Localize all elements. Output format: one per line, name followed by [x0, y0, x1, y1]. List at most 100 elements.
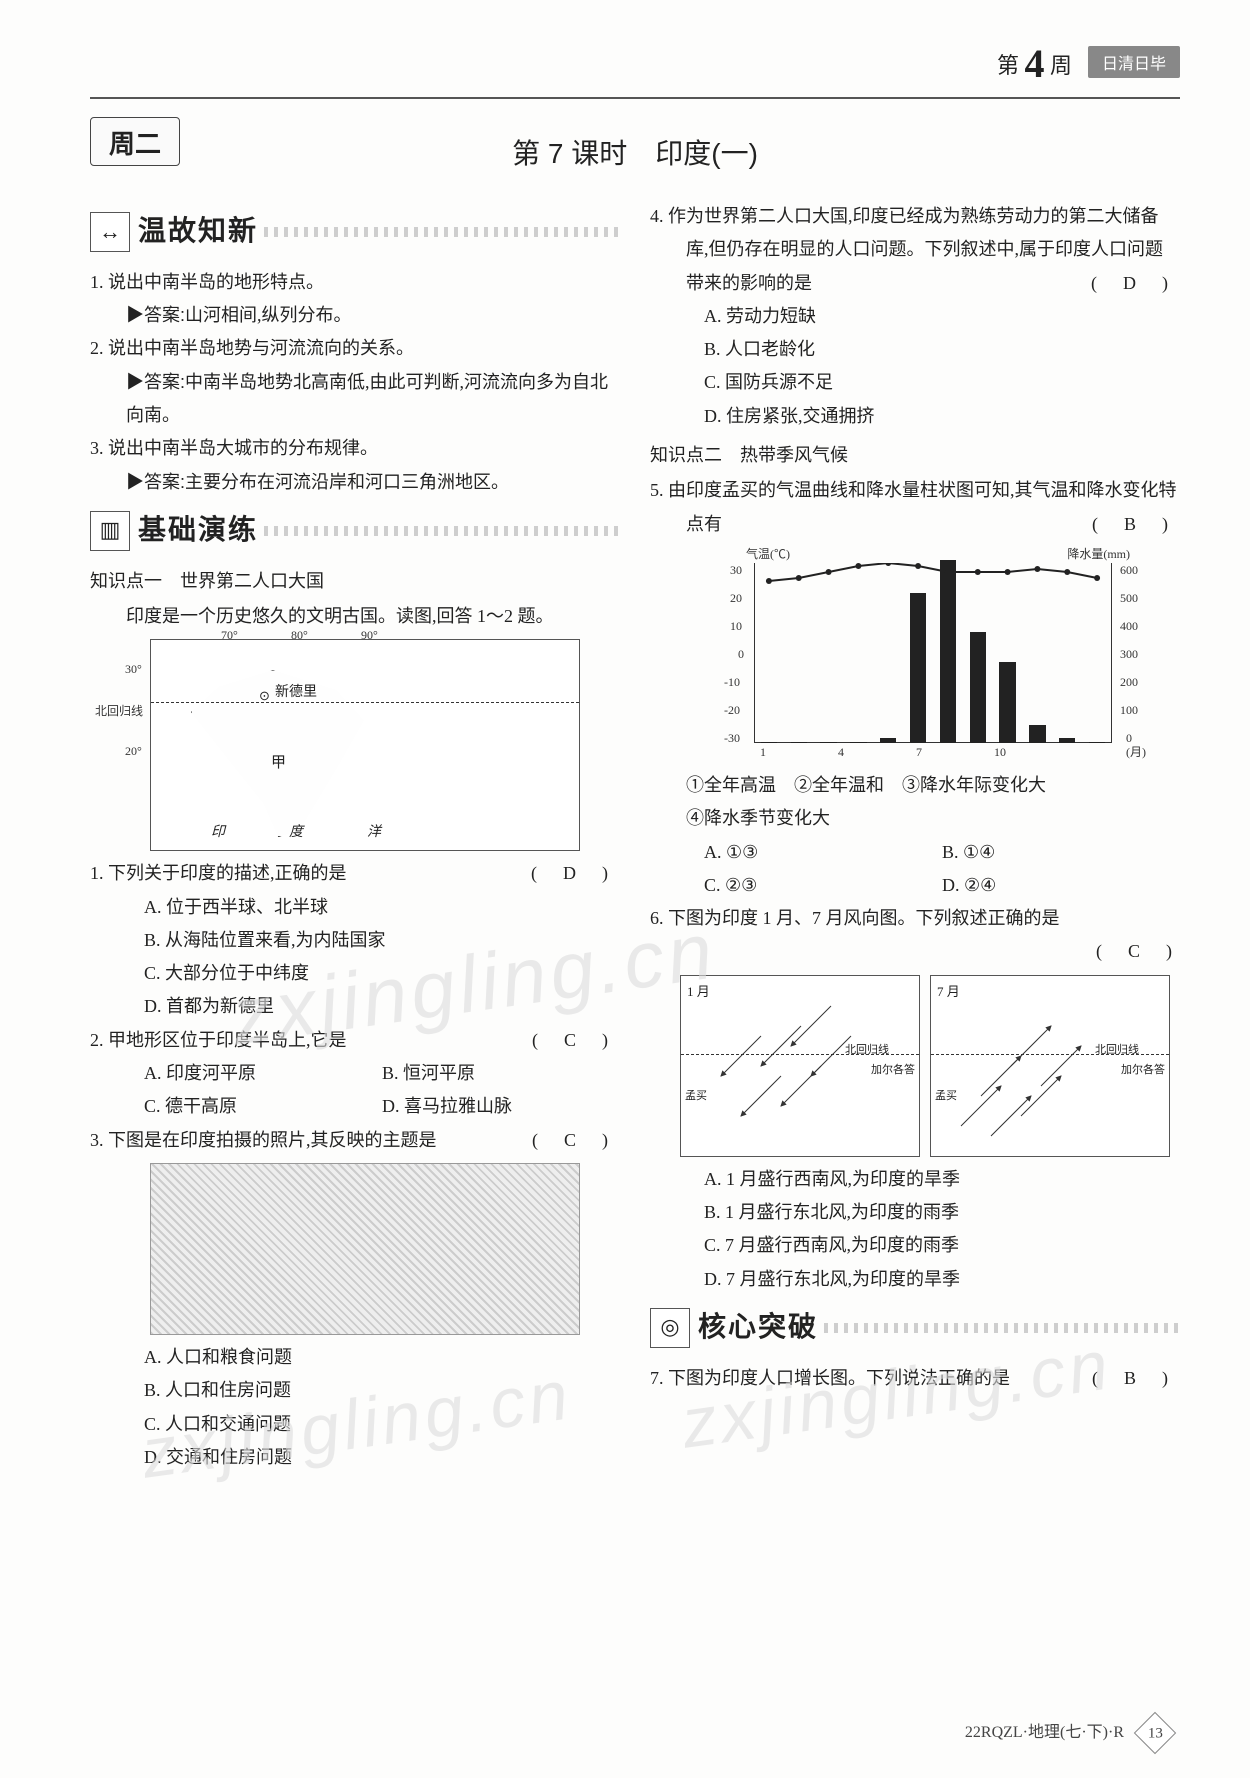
- option-c: C. 大部分位于中纬度: [144, 957, 620, 990]
- q5-stem: 5. 由印度孟买的气温曲线和降水量柱状图可知,其气温和降水变化特点有( B ): [686, 474, 1180, 541]
- answer-paren: ( D ): [1127, 267, 1176, 300]
- p600: 600: [1120, 559, 1138, 581]
- right-column: 4. 作为世界第二人口大国,印度已经成为熟练劳动力的第二大储备库,但仍存在明显的…: [650, 200, 1180, 1474]
- arrows-icon: ↔: [90, 212, 130, 252]
- stem-text: 1. 下列关于印度的描述,正确的是: [90, 863, 347, 883]
- review-a3: ▶答案:主要分布在河流沿岸和河口三角洲地区。: [126, 466, 620, 499]
- left-column: ↔ 温故知新 1. 说出中南半岛的地形特点。 ▶答案:山河相间,纵列分布。 2.…: [90, 200, 620, 1474]
- stem-text: 6. 下图为印度 1 月、7 月风向图。下列叙述正确的是: [650, 908, 1060, 928]
- lon-80: 80°: [291, 624, 308, 646]
- lesson-title: 第 7 课时 印度(一): [90, 132, 1180, 172]
- option-b: B. ①④: [942, 836, 1180, 869]
- stem-text: 4. 作为世界第二人口大国,印度已经成为熟练劳动力的第二大储备库,但仍存在明显的…: [650, 206, 1163, 293]
- x1: 1: [760, 741, 766, 763]
- t-20: -20: [724, 699, 740, 721]
- option-d: D. 喜马拉雅山脉: [382, 1090, 620, 1123]
- q1-stem: 1. 下列关于印度的描述,正确的是( D ): [126, 857, 620, 890]
- q6-ans: ( C ): [650, 935, 1180, 968]
- section-practice: ▥ 基础演练: [90, 505, 620, 557]
- ne-wind-arrows: [681, 976, 919, 1156]
- option-d: D. 住房紧张,交通拥挤: [704, 400, 1180, 433]
- target-icon: ◎: [650, 1308, 690, 1348]
- header-divider: [90, 97, 1180, 99]
- option-a: A. 印度河平原: [144, 1057, 382, 1090]
- section-core: ◎ 核心突破: [650, 1302, 1180, 1354]
- option-d: D. 首都为新德里: [144, 990, 620, 1023]
- option-c: C. 人口和交通问题: [144, 1408, 620, 1441]
- x-unit: (月): [1126, 741, 1146, 763]
- section-review-title: 温故知新: [138, 206, 258, 258]
- answer-text: 山河相间,纵列分布。: [185, 305, 352, 325]
- review-q1: 1. 说出中南半岛的地形特点。: [126, 266, 620, 299]
- option-d: D. 7 月盛行东北风,为印度的旱季: [704, 1263, 1180, 1296]
- crowded-train-photo: [150, 1163, 580, 1335]
- t-30: -30: [724, 727, 740, 749]
- section-core-title: 核心突破: [698, 1302, 818, 1354]
- answer-label: ▶答案:: [126, 372, 185, 392]
- answer-text: 主要分布在河流沿岸和河口三角洲地区。: [185, 472, 509, 492]
- answer-paren: ( D ): [567, 857, 616, 890]
- option-b: B. 1 月盛行东北风,为印度的雨季: [704, 1196, 1180, 1229]
- x10: 10: [994, 741, 1006, 763]
- q2-options: A. 印度河平原 C. 德干高原 B. 恒河平原 D. 喜马拉雅山脉: [144, 1057, 620, 1124]
- footer-code: 22RQZL·地理(七·下)·R: [965, 1724, 1124, 1741]
- q7-stem: 7. 下图为印度人口增长图。下列说法正确的是( B ): [686, 1362, 1180, 1395]
- region-jia-label: 甲: [271, 750, 286, 778]
- option-a: A. ①③: [704, 836, 942, 869]
- stem-text: 7. 下图为印度人口增长图。下列说法正确的是: [650, 1368, 1010, 1388]
- review-q2: 2. 说出中南半岛地势与河流流向的关系。: [126, 332, 620, 365]
- option-a: A. 位于西半球、北半球: [144, 891, 620, 924]
- x7: 7: [916, 741, 922, 763]
- q1-options: A. 位于西半球、北半球 B. 从海陆位置来看,为内陆国家 C. 大部分位于中纬…: [144, 891, 620, 1024]
- option-d: D. ②④: [942, 869, 1180, 902]
- t10: 10: [730, 615, 742, 637]
- wind-maps: 1 月 北回归线 加尔各答 孟买: [680, 975, 1170, 1157]
- lon-70: 70°: [221, 624, 238, 646]
- kp2-title: 知识点二 热带季风气候: [650, 439, 1180, 472]
- t20: 20: [730, 587, 742, 609]
- ocean-label: 印 度 洋: [211, 820, 393, 846]
- answer-paren: ( C ): [568, 1024, 616, 1057]
- day-tab: 周二: [90, 117, 180, 166]
- temp-line-svg: [754, 563, 1112, 743]
- stem-text: 2. 甲地形区位于印度半岛上,它是: [90, 1030, 347, 1050]
- q5-options: A. ①③ C. ②③ B. ①④ D. ②④: [704, 836, 1180, 903]
- bars-icon: ▥: [90, 511, 130, 551]
- answer-paren: ( C ): [568, 1124, 616, 1157]
- answer-text: 中南半岛地势北高南低,由此可判断,河流流向多为自北向南。: [126, 372, 608, 425]
- lon-90: 90°: [361, 624, 378, 646]
- q6-stem: 6. 下图为印度 1 月、7 月风向图。下列叙述正确的是: [686, 902, 1180, 935]
- p300: 300: [1120, 643, 1138, 665]
- q4-options: A. 劳动力短缺 B. 人口老龄化 C. 国防兵源不足 D. 住房紧张,交通拥挤: [704, 300, 1180, 433]
- choices-line1: ①全年高温 ②全年温和 ③降水年际变化大: [686, 769, 1180, 802]
- review-q3: 3. 说出中南半岛大城市的分布规律。: [126, 432, 620, 465]
- q2-stem: 2. 甲地形区位于印度半岛上,它是( C ): [126, 1024, 620, 1057]
- t30: 30: [730, 559, 742, 581]
- stem-text: 3. 下图是在印度拍摄的照片,其反映的主题是: [90, 1130, 437, 1150]
- kp1-intro: 印度是一个历史悠久的文明古国。读图,回答 1～2 题。: [90, 600, 620, 633]
- q4-stem: 4. 作为世界第二人口大国,印度已经成为熟练劳动力的第二大储备库,但仍存在明显的…: [686, 200, 1180, 300]
- wind-map-jul: 7 月 北回归线 加尔各答 孟买: [930, 975, 1170, 1157]
- tropic-line: [151, 702, 579, 703]
- choices-line2: ④降水季节变化大: [686, 802, 1180, 835]
- review-a2: ▶答案:中南半岛地势北高南低,由此可判断,河流流向多为自北向南。: [126, 366, 620, 433]
- wind-map-jan: 1 月 北回归线 加尔各答 孟买: [680, 975, 920, 1157]
- option-c: C. 7 月盛行西南风,为印度的雨季: [704, 1229, 1180, 1262]
- option-b: B. 恒河平原: [382, 1057, 620, 1090]
- answer-label: ▶答案:: [126, 305, 185, 325]
- brand-badge: 日清日毕: [1088, 46, 1180, 78]
- option-a: A. 劳动力短缺: [704, 300, 1180, 333]
- temp-axis-label: 气温(℃): [746, 543, 790, 565]
- kp1-title: 知识点一 世界第二人口大国: [90, 565, 620, 598]
- week-number: 4: [1024, 41, 1044, 86]
- page-footer: 22RQZL·地理(七·下)·R 13: [965, 1718, 1170, 1748]
- answer-label: ▶答案:: [126, 472, 185, 492]
- page-number-text: 13: [1148, 1719, 1163, 1747]
- p100: 100: [1120, 699, 1138, 721]
- wavy-divider: [264, 526, 620, 536]
- wavy-divider: [824, 1323, 1180, 1333]
- lat-30: 30°: [125, 658, 142, 680]
- review-a1: ▶答案:山河相间,纵列分布。: [126, 299, 620, 332]
- answer-paren: ( C ): [1096, 941, 1176, 961]
- p400: 400: [1120, 615, 1138, 637]
